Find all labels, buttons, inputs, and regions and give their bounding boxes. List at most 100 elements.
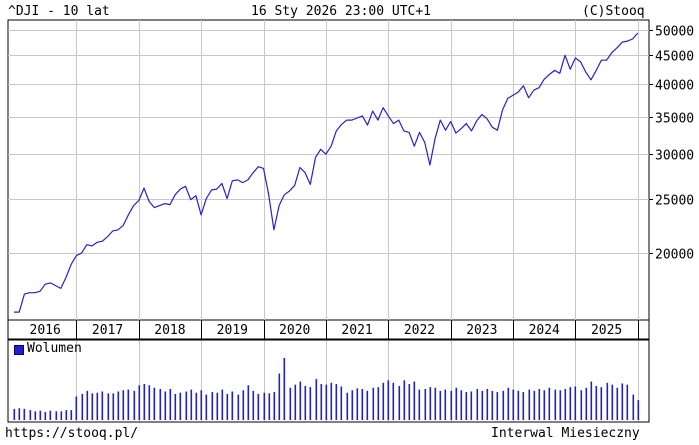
volume-bar <box>117 391 120 420</box>
volume-bar <box>366 390 369 420</box>
source-url-link[interactable]: https://stooq.pl/ <box>5 426 139 441</box>
volume-bar <box>127 389 130 420</box>
volume-bar <box>398 385 401 420</box>
volume-bar <box>330 382 333 420</box>
volume-bar <box>70 410 73 420</box>
volume-bar <box>548 387 551 420</box>
y-tick-label: 40000 <box>655 79 694 94</box>
volume-bar <box>543 390 546 420</box>
volume-bar <box>263 392 266 420</box>
volume-bar <box>538 389 541 420</box>
x-tick-label: 2022 <box>404 323 435 338</box>
volume-bar <box>39 410 42 420</box>
volume-bar <box>460 390 463 420</box>
volume-bar <box>96 392 99 420</box>
volume-bar <box>585 387 588 420</box>
volume-bar <box>200 390 203 420</box>
volume-bar <box>179 392 182 420</box>
x-tick-label: 2021 <box>341 323 372 338</box>
volume-bar <box>221 389 224 420</box>
volume-bar <box>637 400 640 420</box>
volume-bar <box>138 385 141 420</box>
volume-bar <box>491 390 494 420</box>
volume-bar <box>595 385 598 420</box>
volume-bar <box>315 379 318 420</box>
volume-bar <box>512 389 515 420</box>
volume-bar <box>231 391 234 420</box>
volume-bar <box>413 381 416 420</box>
y-tick-label: 30000 <box>655 149 694 164</box>
volume-bar <box>325 384 328 420</box>
volume-bar <box>304 385 307 420</box>
volume-bar <box>554 389 557 420</box>
volume-bar <box>174 393 177 420</box>
x-tick-label: 2020 <box>279 323 310 338</box>
volume-bar <box>621 383 624 420</box>
volume-bar <box>626 384 629 420</box>
volume-bar <box>13 408 16 420</box>
volume-bar <box>434 387 437 420</box>
volume-bar <box>564 389 567 420</box>
volume-bar <box>574 386 577 420</box>
y-tick-label: 20000 <box>655 248 694 263</box>
volume-bar <box>211 392 214 420</box>
volume-bar <box>153 387 156 420</box>
volume-bar <box>91 393 94 420</box>
volume-bar <box>522 392 525 420</box>
volume-bar <box>611 384 614 420</box>
volume-bar <box>49 410 52 420</box>
volume-bar <box>257 393 260 420</box>
volume-bar <box>392 382 395 420</box>
volume-bar <box>273 392 276 420</box>
volume-bar <box>616 387 619 420</box>
volume-legend-label: Wolumen <box>27 341 82 356</box>
volume-bar <box>481 390 484 420</box>
volume-bar <box>101 391 104 420</box>
volume-bar <box>216 392 219 420</box>
volume-bar <box>372 387 375 420</box>
volume-bar <box>23 408 26 420</box>
volume-bar <box>377 387 380 420</box>
volume-bar <box>346 392 349 420</box>
volume-bar <box>450 390 453 420</box>
volume-bar <box>340 386 343 420</box>
volume-bar <box>29 410 32 420</box>
volume-bar <box>470 391 473 420</box>
price-panel: 20000 25000 30000 35000 40000 45000 50000 2016 2… <box>7 19 694 340</box>
volume-bar <box>424 389 427 420</box>
volume-bar <box>382 382 385 420</box>
volume-bar <box>418 389 421 420</box>
volume-plot-frame <box>7 339 650 423</box>
volume-bar <box>559 390 562 420</box>
volume-bar <box>486 389 489 420</box>
x-tick-label: 2024 <box>529 323 560 338</box>
volume-bar <box>55 411 58 420</box>
volume-bar <box>60 411 63 420</box>
volume-bar <box>600 387 603 420</box>
volume-bar <box>247 385 250 420</box>
volume-bar <box>351 390 354 420</box>
volume-bar <box>320 384 323 420</box>
volume-bar <box>283 358 286 420</box>
volume-bar <box>309 387 312 420</box>
volume-bar <box>75 396 78 420</box>
x-tick-label: 2019 <box>217 323 248 338</box>
volume-bar <box>590 381 593 420</box>
x-tick-label: 2025 <box>591 323 622 338</box>
price-line <box>14 32 639 313</box>
volume-bar <box>533 390 536 420</box>
volume-bar <box>517 390 520 420</box>
copyright-label[interactable]: (C)Stooq <box>582 4 645 19</box>
volume-bar <box>408 384 411 420</box>
volume-bar <box>502 390 505 420</box>
volume-bar <box>606 382 609 420</box>
volume-bar <box>439 390 442 420</box>
volume-bar <box>387 380 390 420</box>
volume-bar <box>528 389 531 420</box>
volume-bar <box>86 390 89 420</box>
x-tick-label: 2018 <box>154 323 185 338</box>
volume-bar <box>65 410 68 420</box>
volume-bar <box>278 373 281 420</box>
volume-bar <box>185 391 188 420</box>
volume-bar <box>122 390 125 420</box>
